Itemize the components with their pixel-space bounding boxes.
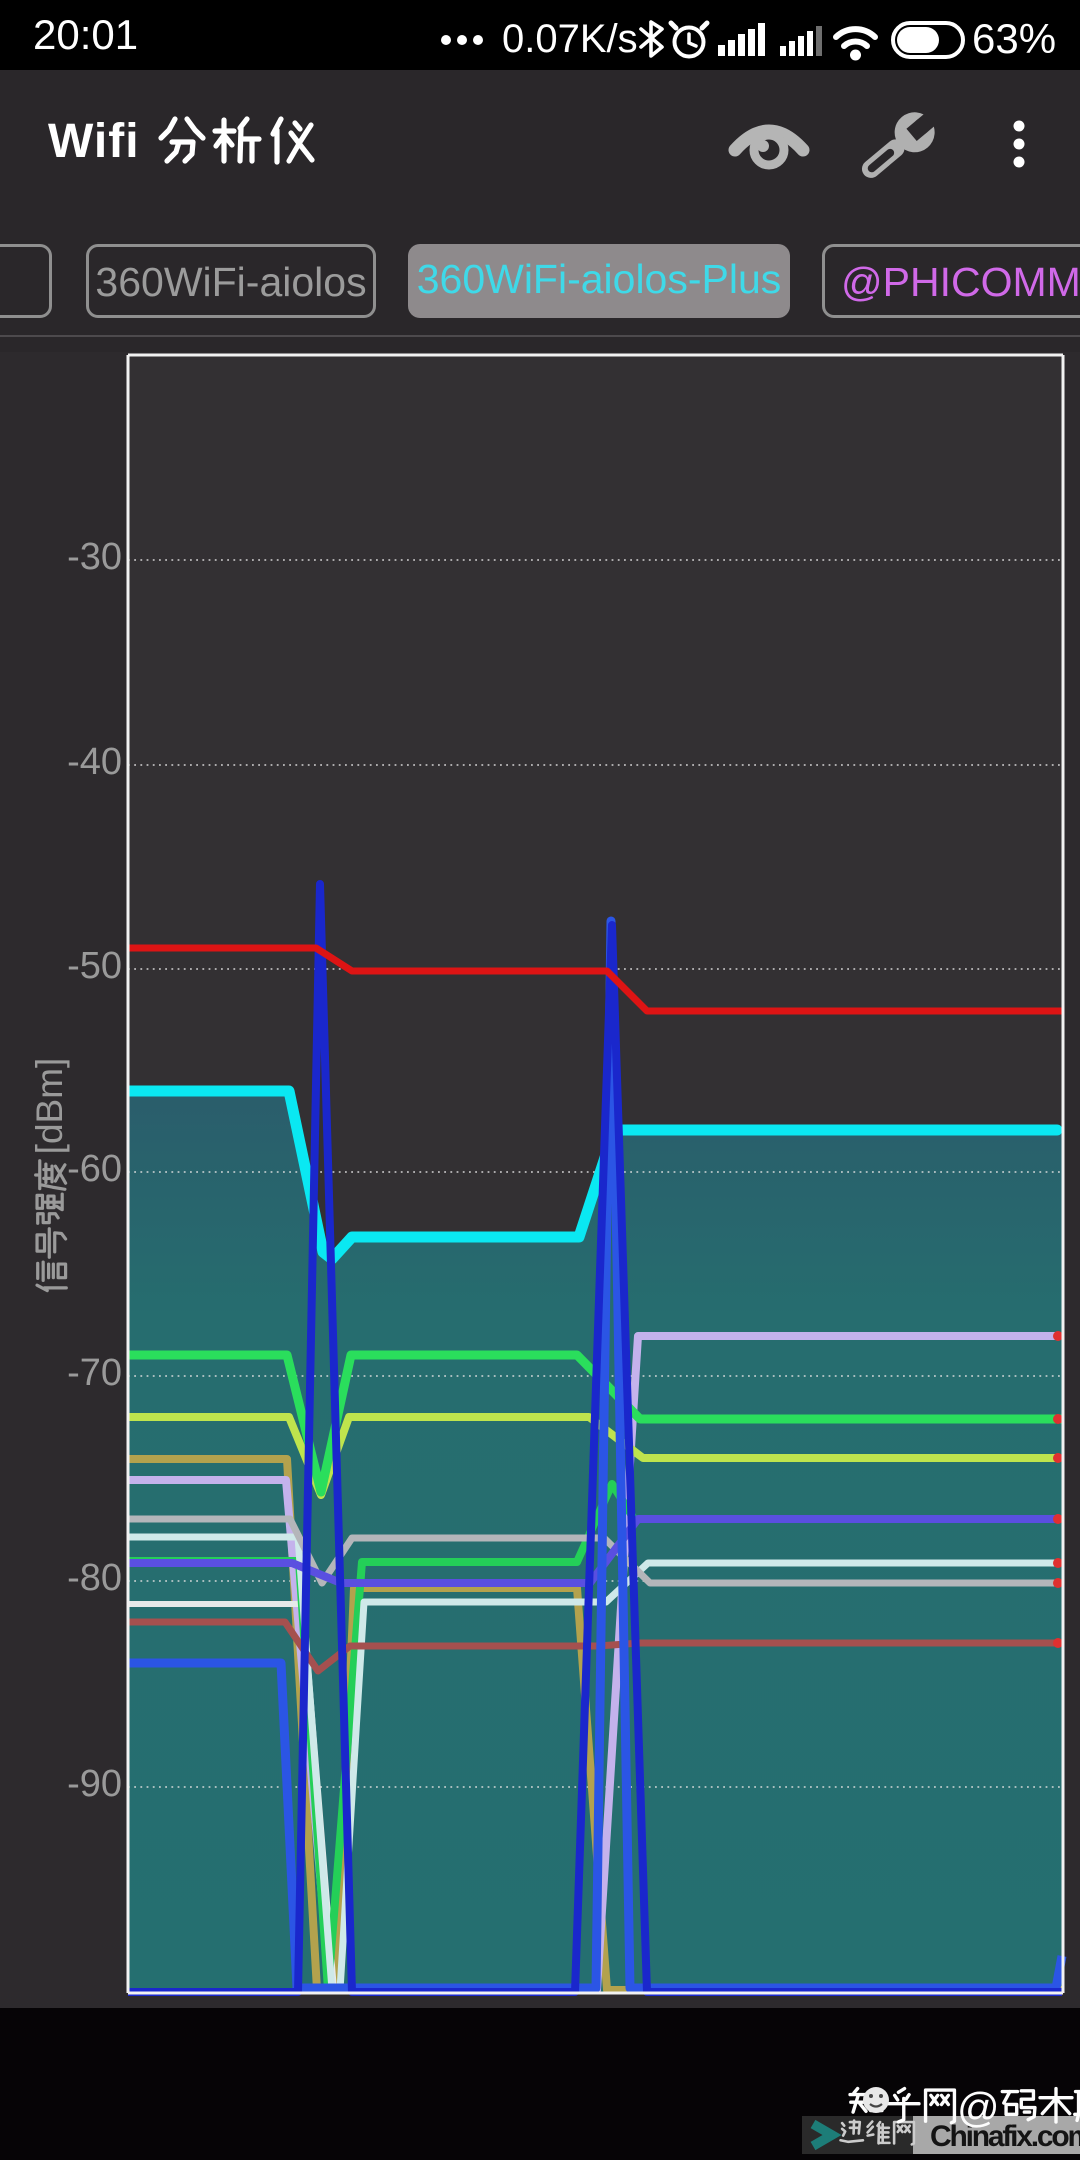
svg-text:Chinafix.com: Chinafix.com [930, 2120, 1080, 2153]
svg-text:@: @ [957, 2084, 1000, 2131]
svg-text:63%: 63% [972, 15, 1056, 62]
svg-text:0.07K/s: 0.07K/s [502, 17, 638, 61]
